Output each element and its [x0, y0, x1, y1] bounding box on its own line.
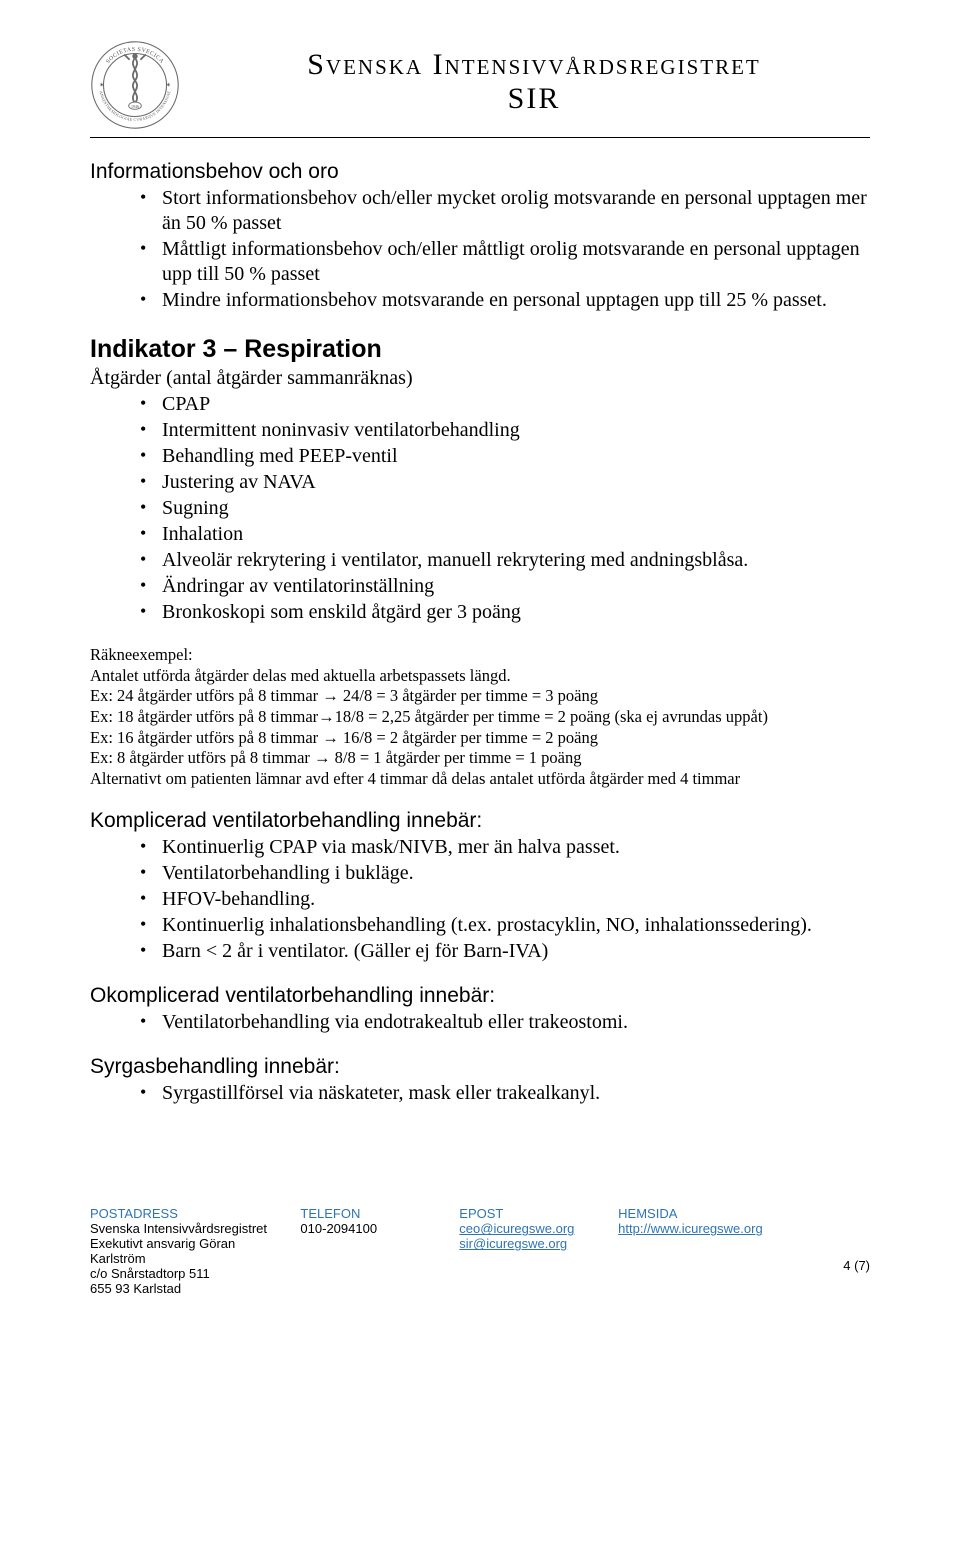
list-item: Justering av NAVA	[140, 470, 870, 495]
footer-label-telephone: TELEFON	[300, 1206, 429, 1221]
svg-text:✶: ✶	[99, 82, 104, 89]
footer-addr-line: Exekutivt ansvarig Göran Karlström	[90, 1236, 270, 1266]
footer-label-address: POSTADRESS	[90, 1206, 270, 1221]
list-okomplicerad: Ventilatorbehandling via endotrakealtub …	[90, 1010, 870, 1035]
footer-addr-line: Svenska Intensivvårdsregistret	[90, 1221, 270, 1236]
list-item: Syrgastillförsel via näskateter, mask el…	[140, 1081, 870, 1106]
list-syrgas: Syrgastillförsel via näskateter, mask el…	[90, 1081, 870, 1106]
list-item: Inhalation	[140, 522, 870, 547]
footer-address: POSTADRESS Svenska Intensivvårdsregistre…	[90, 1206, 270, 1296]
list-item: Kontinuerlig inhalationsbehandling (t.ex…	[140, 913, 870, 938]
list-item: HFOV-behandling.	[140, 887, 870, 912]
footer-telephone: TELEFON 010-2094100	[300, 1206, 429, 1296]
list-item: Ändringar av ventilatorinställning	[140, 574, 870, 599]
heading-syrgas: Syrgasbehandling innebär:	[90, 1055, 870, 1079]
example-title: Räkneexempel:	[90, 645, 870, 666]
list-item: Alveolär rekrytering i ventilator, manue…	[140, 548, 870, 573]
list-item: Kontinuerlig CPAP via mask/NIVB, mer än …	[140, 835, 870, 860]
example-line: Ex: 18 åtgärder utförs på 8 timmar→18/8 …	[90, 707, 870, 728]
footer-addr-line: 655 93 Karlstad	[90, 1281, 270, 1296]
list-komplicerad: Kontinuerlig CPAP via mask/NIVB, mer än …	[90, 835, 870, 964]
footer-hemsida: HEMSIDA http://www.icuregswe.org	[618, 1206, 763, 1296]
footer-url-link[interactable]: http://www.icuregswe.org	[618, 1221, 763, 1236]
list-item: Behandling med PEEP-ventil	[140, 444, 870, 469]
heading-komplicerad: Komplicerad ventilatorbehandling innebär…	[90, 809, 870, 833]
example-line: Ex: 24 åtgärder utförs på 8 timmar → 24/…	[90, 686, 870, 707]
footer-tel-value: 010-2094100	[300, 1221, 429, 1236]
list-item: Barn < 2 år i ventilator. (Gäller ej för…	[140, 939, 870, 964]
seal-icon: SOCIETAS SVECICA ANAESTHESIOLOGIAE CVRAE…	[90, 40, 180, 130]
title-block: Svenska Intensivvårdsregistret SIR	[198, 40, 870, 116]
example-line: Alternativt om patienten lämnar avd efte…	[90, 769, 870, 790]
list-informationsbehov: Stort informationsbehov och/eller mycket…	[90, 186, 870, 313]
footer-label-epost: EPOST	[459, 1206, 588, 1221]
list-item: Bronkoskopi som enskild åtgärd ger 3 poä…	[140, 600, 870, 625]
page-footer: POSTADRESS Svenska Intensivvårdsregistre…	[90, 1206, 870, 1296]
svg-text:1946: 1946	[131, 104, 139, 109]
footer-label-hemsida: HEMSIDA	[618, 1206, 763, 1221]
page-number: 4 (7)	[843, 1258, 870, 1273]
main-title: Svenska Intensivvårdsregistret	[198, 48, 870, 82]
sub-title: SIR	[198, 82, 870, 116]
footer-addr-line: c/o Snårstadtorp 511	[90, 1266, 270, 1281]
example-line: Ex: 8 åtgärder utförs på 8 timmar → 8/8 …	[90, 748, 870, 769]
subheading-atgarder: Åtgärder (antal åtgärder sammanräknas)	[90, 366, 870, 391]
heading-indikator3: Indikator 3 – Respiration	[90, 335, 870, 364]
footer-epost: EPOST ceo@icuregswe.org sir@icuregswe.or…	[459, 1206, 588, 1296]
example-block: Räkneexempel: Antalet utförda åtgärder d…	[90, 645, 870, 789]
page-header: SOCIETAS SVECICA ANAESTHESIOLOGIAE CVRAE…	[90, 40, 870, 138]
heading-informationsbehov: Informationsbehov och oro	[90, 160, 870, 184]
list-item: Mindre informationsbehov motsvarande en …	[140, 288, 870, 313]
footer-page-number: 4 (7)	[793, 1206, 870, 1296]
example-line: Antalet utförda åtgärder delas med aktue…	[90, 666, 870, 687]
org-logo: SOCIETAS SVECICA ANAESTHESIOLOGIAE CVRAE…	[90, 40, 180, 135]
heading-okomplicerad: Okomplicerad ventilatorbehandling innebä…	[90, 984, 870, 1008]
list-item: Ventilatorbehandling i bukläge.	[140, 861, 870, 886]
list-item: Sugning	[140, 496, 870, 521]
footer-email-link[interactable]: ceo@icuregswe.org	[459, 1221, 574, 1236]
footer-email-link[interactable]: sir@icuregswe.org	[459, 1236, 567, 1251]
svg-text:✶: ✶	[166, 82, 171, 89]
example-line: Ex: 16 åtgärder utförs på 8 timmar → 16/…	[90, 728, 870, 749]
list-item: Intermittent noninvasiv ventilatorbehand…	[140, 418, 870, 443]
list-item: Måttligt informationsbehov och/eller måt…	[140, 237, 870, 287]
list-respiration: CPAP Intermittent noninvasiv ventilatorb…	[90, 392, 870, 625]
list-item: Stort informationsbehov och/eller mycket…	[140, 186, 870, 236]
list-item: CPAP	[140, 392, 870, 417]
list-item: Ventilatorbehandling via endotrakealtub …	[140, 1010, 870, 1035]
